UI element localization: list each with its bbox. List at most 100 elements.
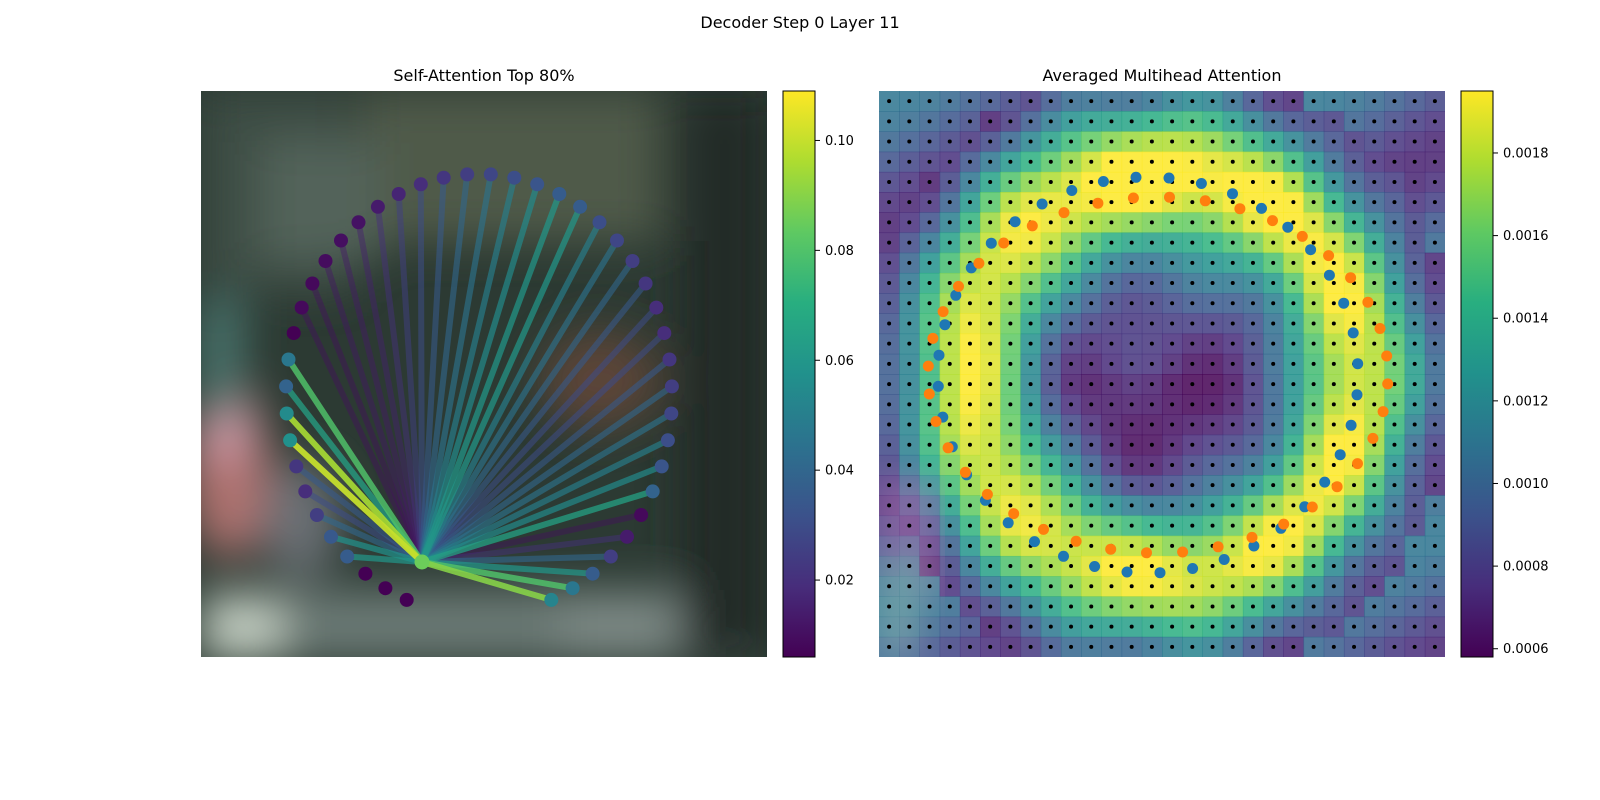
grid-dot (1412, 422, 1417, 427)
attention-line (322, 257, 425, 565)
grid-dot (1432, 321, 1437, 326)
grid-dot (1432, 281, 1437, 286)
grid-dot (1432, 240, 1437, 245)
grid-dot (967, 179, 972, 184)
grid-dot (1412, 604, 1417, 609)
contour-point (645, 484, 660, 499)
grid-dot (1331, 503, 1336, 508)
grid-dot (1210, 442, 1215, 447)
grid-dot (967, 624, 972, 629)
grid-dot (1028, 139, 1033, 144)
grid-dot (1372, 361, 1377, 366)
grid-dot (1109, 260, 1114, 265)
query-point (414, 554, 430, 570)
grid-dot (1311, 624, 1316, 629)
grid-dot (907, 200, 912, 205)
grid-dot (1412, 523, 1417, 528)
orange-point (1381, 350, 1393, 362)
grid-dot (1250, 503, 1255, 508)
grid-dot (1210, 361, 1215, 366)
grid-dot (1372, 200, 1377, 205)
grid-dot (1311, 260, 1316, 265)
grid-dot (1230, 240, 1235, 245)
grid-dot (988, 159, 993, 164)
grid-dot (1271, 402, 1276, 407)
grid-dot (1028, 644, 1033, 649)
grid-dot (947, 422, 952, 427)
grid-dot (1271, 503, 1276, 508)
grid-dot (1311, 341, 1316, 346)
grid-dot (1331, 240, 1336, 245)
grid-dot (1028, 119, 1033, 124)
contour-point (358, 566, 373, 581)
contour-point (391, 187, 406, 201)
blue-point (1282, 221, 1294, 233)
grid-dot (1069, 624, 1074, 629)
grid-dot (1069, 462, 1074, 467)
contour-point (281, 352, 296, 367)
grid-dot (1352, 341, 1357, 346)
grid-dot (1210, 462, 1215, 467)
grid-dot (1170, 604, 1175, 609)
grid-dot (1170, 644, 1175, 649)
grid-dot (1352, 220, 1357, 225)
grid-dot (1271, 564, 1276, 569)
blue-point (1195, 178, 1207, 189)
grid-dot (1412, 200, 1417, 205)
grid-dot (1210, 382, 1215, 387)
grid-dot (1331, 382, 1336, 387)
grid-dot (1048, 442, 1053, 447)
grid-dot (927, 281, 932, 286)
grid-dot (1392, 240, 1397, 245)
contour-point (483, 167, 498, 182)
grid-dot (1230, 341, 1235, 346)
grid-dot (1432, 503, 1437, 508)
grid-dot (1250, 139, 1255, 144)
grid-dot (1129, 240, 1134, 245)
grid-dot (1432, 119, 1437, 124)
grid-dot (1069, 179, 1074, 184)
grid-dot (1129, 422, 1134, 427)
grid-dot (1008, 361, 1013, 366)
orange-point (1105, 543, 1117, 555)
grid-dot (1291, 604, 1296, 609)
grid-dot (1008, 341, 1013, 346)
grid-dot (1149, 564, 1154, 569)
grid-dot (988, 382, 993, 387)
grid-dot (1048, 200, 1053, 205)
grid-dot (1291, 321, 1296, 326)
grid-dot (1028, 462, 1033, 467)
grid-dot (1412, 361, 1417, 366)
grid-dot (1069, 240, 1074, 245)
grid-dot (1392, 564, 1397, 569)
grid-dot (1412, 220, 1417, 225)
grid-dot (1149, 483, 1154, 488)
contour-point (649, 300, 664, 315)
grid-dot (1432, 644, 1437, 649)
attention-line (419, 437, 671, 565)
grid-dot (1089, 159, 1094, 164)
grid-dot (1432, 402, 1437, 407)
grid-dot (1311, 200, 1316, 205)
grid-dot (947, 119, 952, 124)
orange-point (1345, 272, 1357, 284)
blue-point (1352, 358, 1364, 370)
grid-dot (887, 422, 892, 427)
grid-dot (1048, 321, 1053, 326)
grid-dot (1149, 543, 1154, 548)
grid-dot (1089, 503, 1094, 508)
orange-point (1038, 523, 1049, 535)
grid-dot (1230, 564, 1235, 569)
left-colorbar-gradient (782, 90, 816, 658)
grid-dot (1331, 462, 1336, 467)
grid-dot (947, 200, 952, 205)
grid-dot (887, 119, 892, 124)
grid-dot (1129, 159, 1134, 164)
blue-point (1163, 172, 1175, 184)
blue-point (1248, 540, 1260, 552)
orange-point (998, 237, 1010, 249)
grid-dot (1432, 361, 1437, 366)
grid-dot (1412, 99, 1417, 104)
contour-point (664, 406, 679, 421)
grid-dot (1190, 281, 1195, 286)
